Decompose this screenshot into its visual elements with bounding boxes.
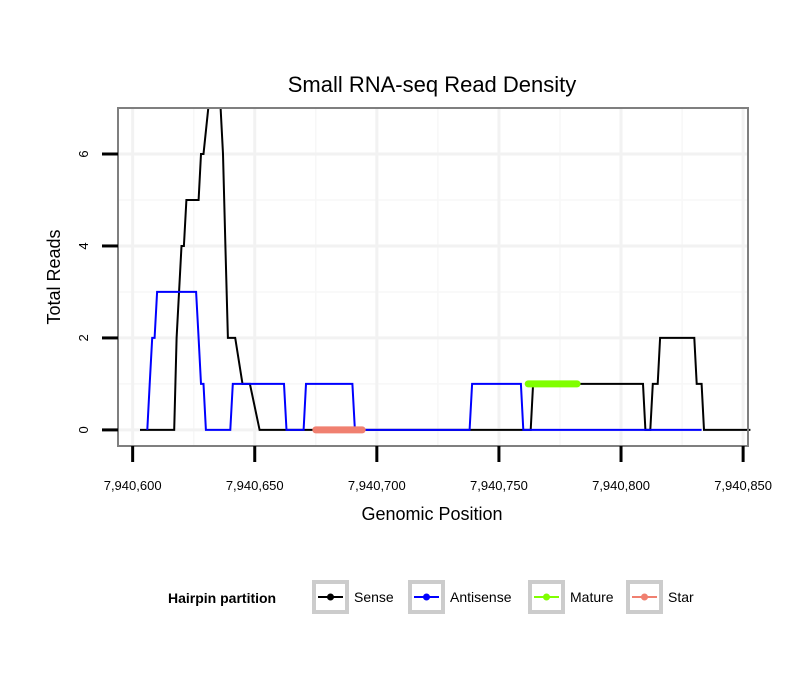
series-layer (140, 107, 751, 434)
legend-item-sense: Sense (312, 580, 394, 614)
legend-items: Sense Antisense Mature Star (312, 580, 694, 614)
legend-key-dot (543, 593, 550, 601)
plot-background (118, 108, 748, 446)
x-tick-label: 7,940,850 (714, 478, 772, 493)
x-tick-label: 7,940,750 (470, 478, 528, 493)
x-axis-title: Genomic Position (361, 504, 502, 524)
legend-item-antisense: Antisense (408, 580, 512, 614)
x-tick-label: 7,940,700 (348, 478, 406, 493)
legend-key-dot (641, 593, 648, 601)
legend-key-dot (423, 593, 430, 601)
legend-label: Sense (354, 589, 394, 605)
plot-border (117, 107, 749, 447)
y-axis: 0 2 4 6 (76, 150, 118, 434)
legend-label: Antisense (450, 589, 512, 605)
legend-item-star: Star (626, 580, 694, 614)
plot-panel (117, 107, 751, 447)
y-axis-title: Total Reads (44, 229, 64, 324)
legend-label: Star (668, 589, 694, 605)
chart-title: Small RNA-seq Read Density (288, 72, 577, 97)
legend-item-mature: Mature (528, 580, 614, 614)
y-tick-label: 0 (76, 426, 91, 433)
grid-lines (118, 108, 748, 446)
legend: Hairpin partition Sense Antisense Mature St… (168, 580, 694, 614)
x-tick-label: 7,940,600 (104, 478, 162, 493)
x-tick-label: 7,940,800 (592, 478, 650, 493)
x-tick-label: 7,940,650 (226, 478, 284, 493)
y-tick-label: 2 (76, 334, 91, 341)
y-tick-label: 4 (76, 242, 91, 249)
legend-key-dot (327, 593, 334, 601)
y-tick-label: 6 (76, 150, 91, 157)
x-axis: 7,940,600 7,940,650 7,940,700 7,940,750 7,94… (104, 446, 772, 493)
legend-title: Hairpin partition (168, 590, 276, 606)
series-line-sense (140, 107, 751, 431)
series-line-antisense (146, 290, 702, 431)
legend-label: Mature (570, 589, 614, 605)
